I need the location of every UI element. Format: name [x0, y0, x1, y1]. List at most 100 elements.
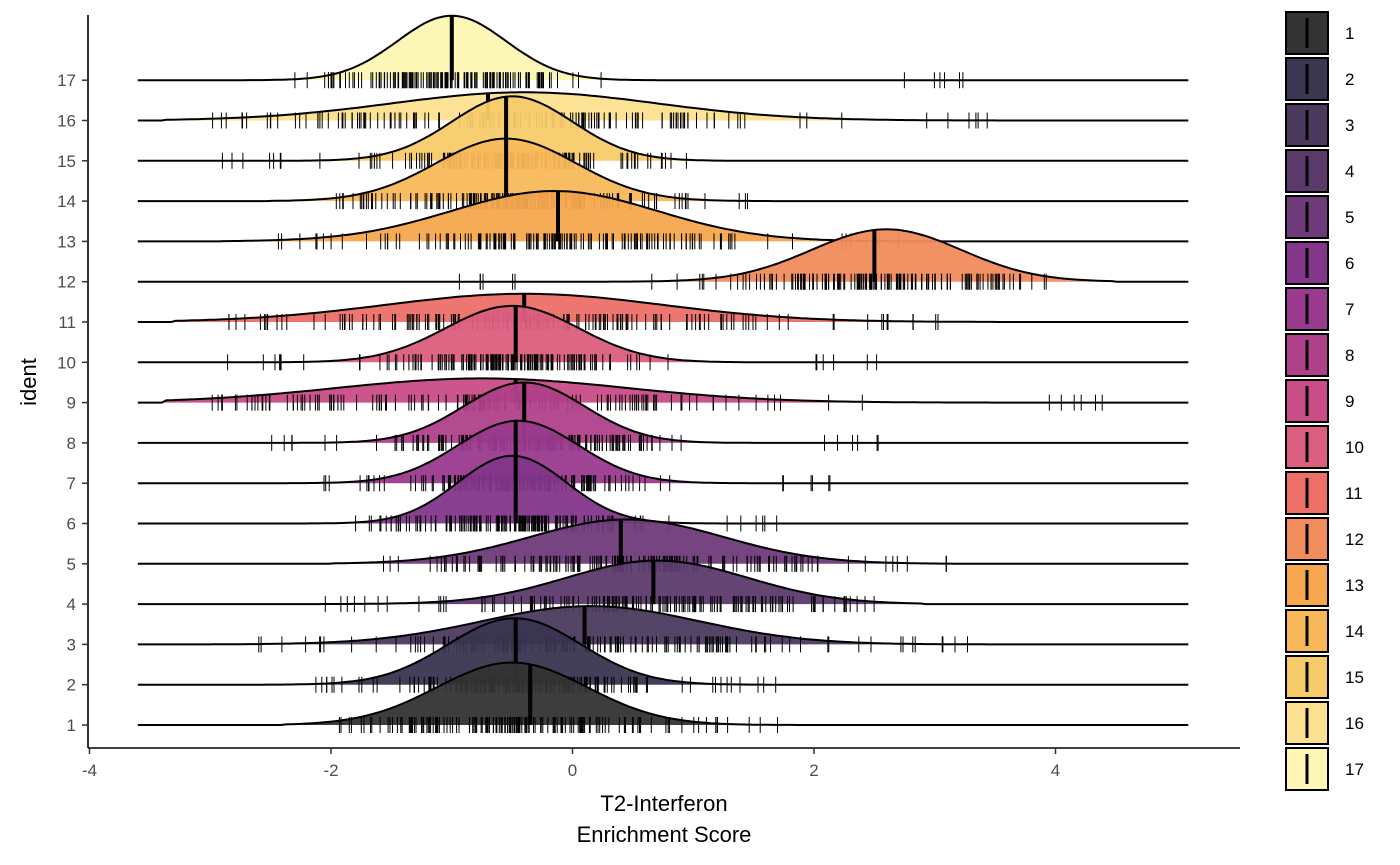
legend-item-7: 7: [1285, 287, 1354, 331]
ridge-ident-13: [137, 189, 1189, 250]
y-axis-title: ident: [16, 358, 41, 406]
legend-label: 10: [1345, 438, 1364, 457]
y-tick-label: 13: [57, 232, 76, 251]
y-tick-label: 9: [67, 394, 76, 413]
legend-label: 9: [1345, 392, 1354, 411]
legend-label: 16: [1345, 714, 1364, 733]
legend-label: 6: [1345, 254, 1354, 273]
legend-label: 11: [1345, 484, 1363, 503]
ridge-outline-9: [137, 377, 1189, 404]
legend-label: 8: [1345, 346, 1354, 365]
legend-item-6: 6: [1285, 241, 1354, 285]
ridge-fill-17: [137, 15, 1189, 81]
x-tick-label: -2: [323, 761, 338, 780]
x-axis-title-line2: Enrichment Score: [577, 822, 752, 847]
rug-ticks-17: [294, 72, 964, 89]
ridge-outline-3: [137, 605, 1189, 646]
legend-item-16: 16: [1285, 701, 1364, 745]
ridge-outline-11: [137, 292, 1189, 323]
x-ticks: -4 -2 0 2 4: [82, 748, 1060, 780]
legend-label: 7: [1345, 300, 1354, 319]
ridge-fill-7: [137, 420, 1189, 484]
ridge-outline-7: [137, 419, 1189, 485]
legend-item-2: 2: [1285, 57, 1354, 101]
y-tick-label: 11: [58, 313, 76, 332]
legend-label: 1: [1345, 24, 1354, 43]
y-tick-label: 7: [67, 474, 76, 493]
ridge-outline-8: [137, 381, 1189, 444]
ridge-outline-12: [137, 228, 1189, 283]
legend-item-3: 3: [1285, 103, 1354, 147]
legend-label: 4: [1345, 162, 1354, 181]
ridge-fill-5: [137, 519, 1189, 564]
ridge-ident-11: [137, 292, 1189, 330]
legend-item-12: 12: [1285, 517, 1364, 561]
ridge-ident-14: [137, 137, 1189, 210]
legend-item-9: 9: [1285, 379, 1354, 423]
ridge-outline-4: [137, 559, 1189, 606]
legend-label: 15: [1345, 668, 1364, 687]
legend-label: 14: [1345, 622, 1364, 641]
ridge-outline-10: [137, 304, 1189, 364]
ridge-ident-10: [137, 304, 1189, 371]
y-tick-label: 14: [57, 192, 76, 211]
y-tick-label: 15: [57, 152, 76, 171]
legend-item-17: 17: [1285, 747, 1364, 791]
ridge-ident-17: [137, 14, 1189, 89]
legend-item-13: 13: [1285, 563, 1364, 607]
ridge-outline-16: [137, 91, 1189, 122]
y-tick-label: 12: [57, 273, 76, 292]
ridge-fill-12: [137, 229, 1189, 282]
legend-label: 17: [1345, 760, 1364, 779]
legend-item-4: 4: [1285, 149, 1354, 193]
legend-item-1: 1: [1285, 11, 1354, 55]
ridge-outline-2: [137, 617, 1189, 686]
ridge-ident-6: [137, 454, 1189, 532]
ridge-outline-17: [137, 14, 1189, 82]
ridge-fill-9: [137, 378, 1189, 403]
ridge-ident-3: [137, 605, 1189, 653]
y-tick-label: 1: [67, 716, 76, 735]
ridge-outline-5: [137, 518, 1189, 565]
y-tick-label: 6: [67, 515, 76, 534]
ridge-ident-7: [137, 419, 1189, 492]
ridge-fill-1: [137, 662, 1189, 725]
rug-ticks-10: [227, 354, 878, 371]
y-tick-label: 3: [67, 635, 76, 654]
y-tick-label: 2: [67, 676, 76, 695]
legend-label: 12: [1345, 530, 1364, 549]
ridge-fill-4: [137, 560, 1189, 605]
y-tick-label: 16: [57, 112, 76, 131]
ridge-ident-16: [137, 91, 1189, 129]
x-tick-label: -4: [82, 761, 97, 780]
legend-item-15: 15: [1285, 655, 1364, 699]
x-axis-title-line1: T2-Interferon: [600, 791, 727, 816]
ridge-outline-6: [137, 454, 1189, 525]
rug-ticks-13: [277, 233, 899, 250]
ridge-ident-1: [137, 661, 1189, 733]
legend-item-8: 8: [1285, 333, 1354, 377]
x-tick-label: 4: [1051, 761, 1060, 780]
ridges-layer: [137, 14, 1189, 733]
ridge-ident-4: [137, 559, 1189, 613]
legend-item-14: 14: [1285, 609, 1364, 653]
ridge-fill-14: [137, 138, 1189, 202]
ridge-ident-9: [137, 377, 1189, 411]
y-tick-label: 10: [57, 353, 76, 372]
legend-label: 5: [1345, 208, 1354, 227]
ridge-outline-13: [137, 189, 1189, 243]
ridge-fill-13: [137, 191, 1189, 242]
legend-item-11: 11: [1285, 471, 1363, 515]
ridge-fill-3: [137, 606, 1189, 645]
rug-ticks-1: [338, 717, 778, 733]
legend-item-5: 5: [1285, 195, 1354, 239]
legend-label: 2: [1345, 70, 1354, 89]
legend-item-10: 10: [1285, 425, 1364, 469]
ridge-outline-1: [137, 661, 1189, 726]
ridge-outline-15: [137, 95, 1189, 162]
rug-ticks-12: [458, 273, 1047, 290]
